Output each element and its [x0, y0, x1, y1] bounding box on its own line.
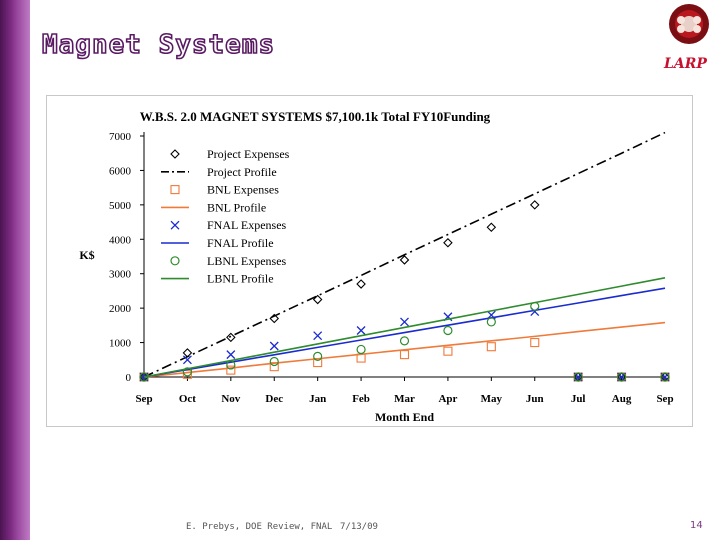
lbnl-expenses-point — [313, 351, 323, 361]
project-expenses-point — [486, 222, 497, 233]
slide-sidebar-bar — [0, 0, 30, 540]
y-tick-label: 3000 — [109, 269, 132, 281]
project-profile-line — [143, 131, 666, 378]
x-tick-label: Apr — [438, 393, 457, 405]
fnal-profile-line — [143, 287, 666, 378]
fnal-expenses-point — [226, 350, 236, 360]
lbnl-expenses-point — [399, 336, 410, 346]
legend-label-bnl-expenses: BNL Expenses — [207, 183, 279, 197]
fnal-expenses-point — [182, 355, 192, 365]
project-expenses-point — [226, 332, 236, 343]
lbnl-expenses-point — [616, 372, 627, 382]
x-tick-label: Jun — [526, 393, 544, 405]
lbnl-expenses-point — [660, 372, 670, 382]
legend-label-project-expenses: Project Expenses — [207, 147, 290, 161]
lbnl-expenses-point — [356, 344, 366, 355]
legend-label-project-profile: Project Profile — [207, 165, 277, 179]
fnal-expenses-point — [400, 317, 409, 327]
lbnl-expenses-point — [486, 317, 496, 327]
lbnl-profile-line — [143, 277, 666, 378]
fnal-expenses-point — [269, 341, 279, 351]
bnl-expenses-point — [226, 365, 236, 375]
y-tick-label: 7000 — [109, 131, 132, 143]
bnl-expenses-point — [443, 346, 453, 356]
y-tick-label: 1000 — [109, 338, 132, 350]
chart-svg: W.B.S. 2.0 MAGNET SYSTEMS $7,100.1k Tota… — [79, 109, 673, 424]
legend-label-bnl-profile: BNL Profile — [207, 200, 266, 214]
x-tick-label: Sep — [656, 393, 673, 405]
y-tick-label: 5000 — [109, 200, 132, 212]
x-axis-label: Month End — [375, 410, 434, 424]
bnl-expenses-point — [399, 350, 410, 360]
chart-panel: W.B.S. 2.0 MAGNET SYSTEMS $7,100.1k Tota… — [46, 95, 693, 427]
legend-swatch-fnal-expenses — [170, 220, 180, 230]
project-expenses-point — [443, 237, 453, 248]
x-tick-label: Dec — [265, 393, 283, 405]
footer-author: E. Prebys, DOE Review, FNAL — [186, 522, 333, 532]
legend-swatch-bnl-expenses — [170, 185, 180, 195]
legend-label-lbnl-profile: LBNL Profile — [207, 272, 274, 286]
lbnl-expenses-point — [269, 356, 279, 367]
bnl-expenses-point — [530, 338, 540, 348]
project-expenses-point — [399, 255, 410, 265]
project-expenses-point — [312, 294, 323, 305]
lbnl-expenses-point — [182, 367, 193, 377]
larp-logo-icon — [669, 4, 709, 44]
fnal-expenses-point — [356, 326, 366, 335]
x-tick-label: Aug — [612, 393, 632, 405]
project-expenses-point — [182, 348, 193, 358]
fnal-expenses-point — [313, 331, 323, 341]
slide-title: Magnet Systems — [41, 29, 276, 61]
legend-label-lbnl-expenses: LBNL Expenses — [207, 254, 287, 268]
x-tick-label: Jul — [571, 393, 586, 405]
legend-swatch-lbnl-expenses — [170, 256, 180, 266]
legend-swatch-project-expenses — [170, 149, 180, 159]
footer-date: 7/13/09 — [340, 522, 378, 532]
legend-label-fnal-expenses: FNAL Expenses — [207, 218, 287, 232]
lbnl-expenses-point — [573, 372, 583, 382]
y-tick-label: 6000 — [109, 165, 132, 177]
project-expenses-point — [529, 200, 540, 210]
page-number: 14 — [690, 520, 703, 531]
x-tick-label: Sep — [135, 393, 152, 405]
lbnl-expenses-point — [443, 325, 453, 336]
project-expenses-point — [356, 279, 366, 289]
x-tick-label: Mar — [394, 393, 415, 405]
legend-label-fnal-profile: FNAL Profile — [207, 236, 274, 250]
chart-title: W.B.S. 2.0 MAGNET SYSTEMS $7,100.1k Tota… — [140, 109, 491, 124]
y-tick-label: 0 — [126, 372, 132, 384]
y-tick-label: 2000 — [109, 303, 132, 315]
bnl-profile-line — [143, 321, 666, 378]
bnl-expenses-point — [486, 342, 496, 352]
x-tick-label: Jan — [309, 393, 326, 405]
y-axis-label: K$ — [79, 248, 94, 262]
logo-text: LARP — [664, 56, 707, 72]
x-tick-label: Oct — [179, 393, 196, 405]
x-tick-label: Feb — [352, 393, 370, 405]
x-tick-label: May — [481, 393, 503, 405]
y-tick-label: 4000 — [109, 234, 132, 246]
x-tick-label: Nov — [221, 393, 240, 405]
